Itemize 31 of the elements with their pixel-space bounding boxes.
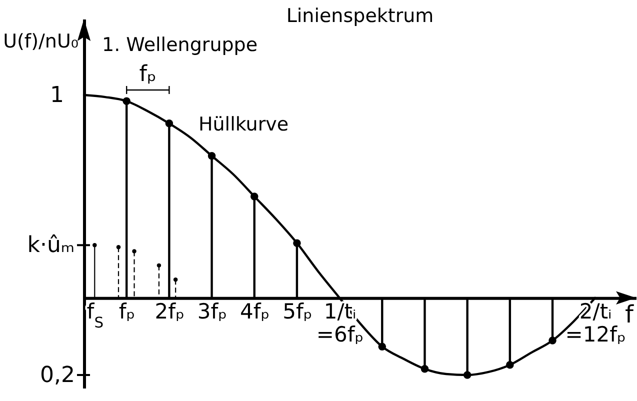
x-tick-label: 5fₚ [282, 299, 312, 324]
point [156, 263, 162, 268]
point [116, 245, 121, 250]
chart-title: Linienspektrum [286, 5, 434, 27]
annotation: k·ûₘ [27, 233, 75, 258]
x-tick-label: f$_{S}$ [86, 299, 104, 331]
point [208, 152, 216, 160]
x-tick-label: 2/tᵢ =12fₚ [565, 299, 626, 346]
point [420, 365, 429, 373]
point [378, 342, 386, 350]
point [122, 97, 130, 105]
text: 0,2 [40, 363, 75, 388]
series-label: Hüllkurve [198, 114, 289, 136]
point [463, 371, 472, 379]
annotation: 1 [50, 83, 64, 108]
x-tick-label: 2fₚ [154, 299, 185, 324]
text: 1. Wellengruppe [102, 34, 258, 56]
text: fₚ [139, 62, 156, 87]
x-axis-title: f [625, 300, 634, 328]
point [548, 336, 556, 344]
point [250, 192, 258, 200]
x-tick-label: 3fₚ [197, 299, 228, 324]
point [92, 243, 97, 248]
x-tick-label: 4fₚ [240, 299, 270, 324]
point [293, 239, 301, 247]
point [506, 360, 514, 369]
point [165, 120, 174, 128]
x-tick-label: fₚ [118, 299, 136, 324]
point [132, 249, 136, 254]
y-axis-title: U(f)/nU₀ [3, 30, 78, 52]
point [173, 278, 178, 282]
